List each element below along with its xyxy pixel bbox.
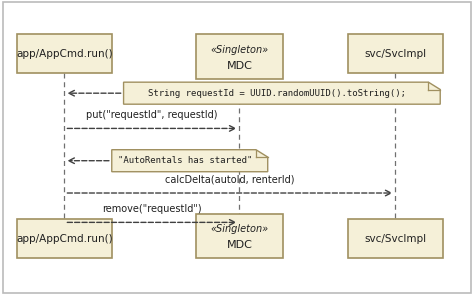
Text: MDC: MDC <box>227 240 252 250</box>
Text: calcDelta(autoId, renterId): calcDelta(autoId, renterId) <box>165 175 295 185</box>
Text: «Singleton»: «Singleton» <box>210 224 268 235</box>
FancyBboxPatch shape <box>196 35 283 78</box>
Text: String requestId = UUID.randomUUID().toString();: String requestId = UUID.randomUUID().toS… <box>148 89 406 98</box>
Text: "AutoRentals has started": "AutoRentals has started" <box>118 156 252 165</box>
Polygon shape <box>112 150 268 172</box>
Text: remove("requestId"): remove("requestId") <box>102 204 202 214</box>
Text: app/AppCmd.run(): app/AppCmd.run() <box>16 49 113 58</box>
Text: svc/SvcImpl: svc/SvcImpl <box>364 49 427 58</box>
Polygon shape <box>124 82 440 104</box>
FancyBboxPatch shape <box>17 219 112 258</box>
FancyBboxPatch shape <box>17 35 112 73</box>
Text: app/AppCmd.run(): app/AppCmd.run() <box>16 234 113 243</box>
Text: MDC: MDC <box>227 60 252 71</box>
Text: put("requestId", requestId): put("requestId", requestId) <box>86 110 218 120</box>
Text: svc/SvcImpl: svc/SvcImpl <box>364 234 427 243</box>
FancyBboxPatch shape <box>348 219 443 258</box>
FancyBboxPatch shape <box>196 214 283 258</box>
FancyBboxPatch shape <box>348 35 443 73</box>
Text: «Singleton»: «Singleton» <box>210 45 268 55</box>
